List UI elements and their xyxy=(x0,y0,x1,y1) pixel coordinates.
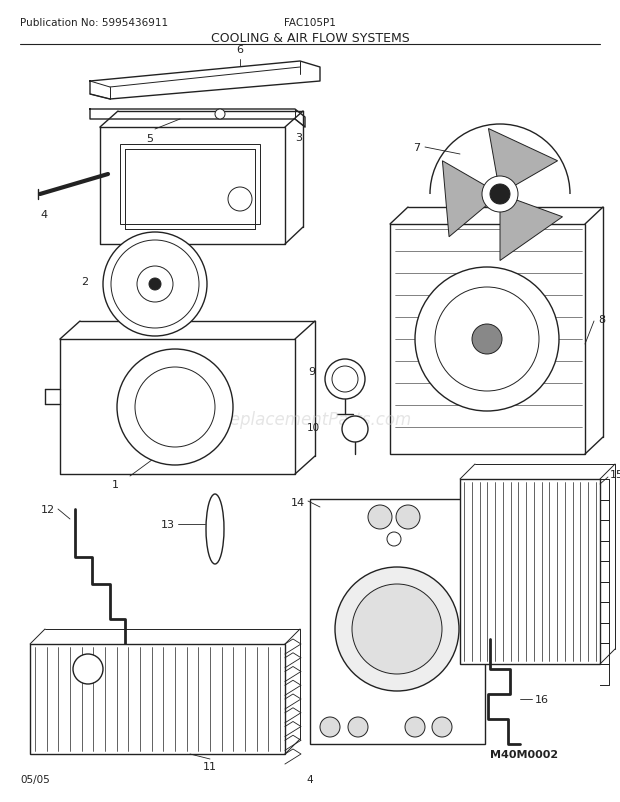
Circle shape xyxy=(435,288,539,391)
Polygon shape xyxy=(443,161,500,237)
Text: 8: 8 xyxy=(598,314,605,325)
Text: Publication No: 5995436911: Publication No: 5995436911 xyxy=(20,18,168,28)
Circle shape xyxy=(432,717,452,737)
Circle shape xyxy=(228,188,252,212)
Circle shape xyxy=(111,241,199,329)
Circle shape xyxy=(396,505,420,529)
Circle shape xyxy=(135,367,215,448)
Text: 05/05: 05/05 xyxy=(20,774,50,784)
Text: 4: 4 xyxy=(307,774,313,784)
Text: 5: 5 xyxy=(146,134,154,144)
Circle shape xyxy=(490,184,510,205)
Circle shape xyxy=(415,268,559,411)
Text: 1: 1 xyxy=(112,480,118,489)
Text: 2: 2 xyxy=(81,277,88,286)
Polygon shape xyxy=(500,195,562,261)
Text: 9: 9 xyxy=(308,367,315,376)
Text: 15: 15 xyxy=(610,469,620,480)
Circle shape xyxy=(73,654,103,684)
Text: 10: 10 xyxy=(307,423,320,432)
Circle shape xyxy=(149,278,161,290)
Text: eReplacementParts.com: eReplacementParts.com xyxy=(208,411,412,428)
Ellipse shape xyxy=(206,494,224,565)
Text: M40M0002: M40M0002 xyxy=(490,749,558,759)
Bar xyxy=(460,480,600,664)
Circle shape xyxy=(405,717,425,737)
Text: 16: 16 xyxy=(535,695,549,704)
Circle shape xyxy=(325,359,365,399)
Text: 3: 3 xyxy=(295,133,302,143)
Circle shape xyxy=(332,367,358,392)
Text: COOLING & AIR FLOW SYSTEMS: COOLING & AIR FLOW SYSTEMS xyxy=(211,32,409,45)
Text: 13: 13 xyxy=(161,520,175,529)
Circle shape xyxy=(103,233,207,337)
Circle shape xyxy=(137,267,173,302)
Bar xyxy=(30,644,285,754)
Circle shape xyxy=(352,585,442,674)
Bar xyxy=(390,225,585,455)
Circle shape xyxy=(335,567,459,691)
Text: 14: 14 xyxy=(291,497,305,508)
Text: 4: 4 xyxy=(40,210,47,220)
Circle shape xyxy=(117,350,233,465)
Circle shape xyxy=(215,110,225,119)
Circle shape xyxy=(348,717,368,737)
Circle shape xyxy=(482,176,518,213)
Text: 12: 12 xyxy=(41,504,55,514)
Circle shape xyxy=(342,416,368,443)
Circle shape xyxy=(472,325,502,354)
Circle shape xyxy=(320,717,340,737)
Text: 7: 7 xyxy=(413,143,420,153)
Circle shape xyxy=(368,505,392,529)
Bar xyxy=(310,500,485,744)
Circle shape xyxy=(387,533,401,546)
Polygon shape xyxy=(489,129,557,195)
Bar xyxy=(120,145,260,225)
Text: 6: 6 xyxy=(236,45,244,55)
Text: FAC105P1: FAC105P1 xyxy=(284,18,336,28)
Text: 11: 11 xyxy=(203,761,217,771)
